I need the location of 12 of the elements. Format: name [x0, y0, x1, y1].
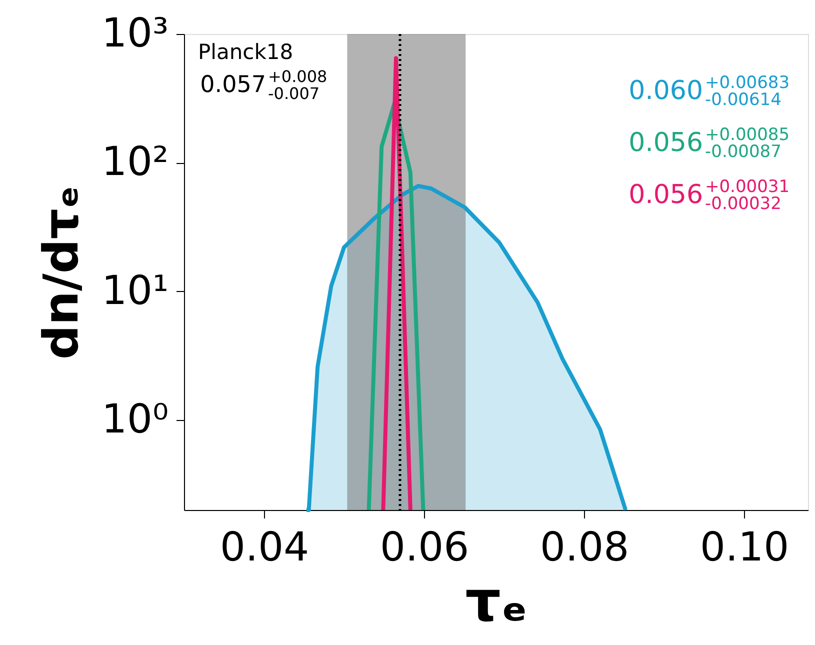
line-series	[366, 101, 426, 512]
x-tick-label: 0.10	[700, 524, 790, 570]
y-tick-label: 10²	[102, 139, 168, 186]
x-tick-label: 0.06	[380, 524, 470, 570]
annotation: Planck18	[198, 40, 294, 64]
y-tick-label: 10⁰	[102, 396, 168, 443]
y-tick-label: 10³	[102, 10, 168, 56]
x-axis-title: τₑ	[465, 570, 528, 634]
y-axis-title: dn/dτₑ	[34, 185, 90, 360]
x-tick-label: 0.08	[540, 524, 630, 570]
y-tick-label: 10¹	[102, 268, 168, 314]
x-tick-label: 0.04	[220, 524, 310, 570]
